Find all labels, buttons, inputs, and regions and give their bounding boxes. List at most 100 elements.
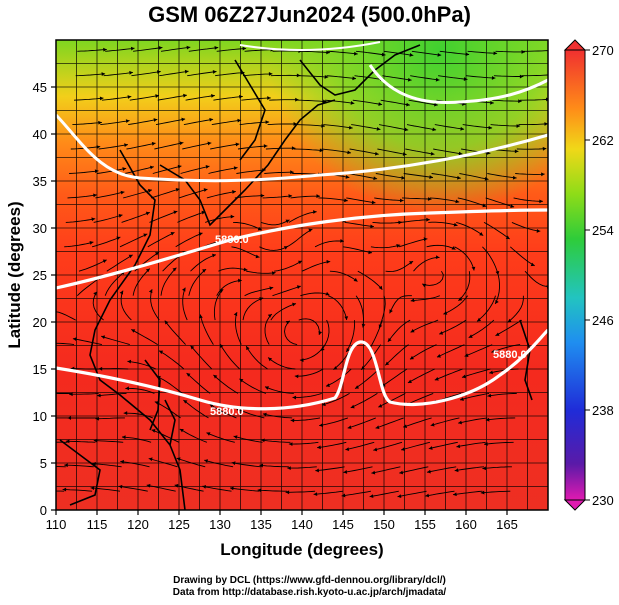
streamline xyxy=(133,47,163,52)
streamline xyxy=(93,440,124,443)
streamline-arrow xyxy=(453,222,458,227)
contour-north xyxy=(56,208,548,290)
streamline xyxy=(244,49,275,52)
streamline-arrow xyxy=(434,377,439,381)
streamline xyxy=(127,360,157,370)
streamline xyxy=(120,290,132,321)
streamline-arrow xyxy=(340,238,344,243)
streamline-arrow xyxy=(487,393,492,398)
streamline xyxy=(375,417,404,429)
streamline-arrow xyxy=(407,77,412,82)
streamline xyxy=(179,428,208,443)
streamline xyxy=(98,144,128,150)
streamline xyxy=(246,270,276,274)
streamline xyxy=(103,71,133,77)
streamline xyxy=(429,197,460,203)
streamline xyxy=(398,238,428,248)
streamline xyxy=(157,94,187,101)
streamline-arrow xyxy=(422,283,427,288)
streamline-arrow xyxy=(263,144,268,148)
y-axis: 0 5 10 15 20 25 30 35 40 45 xyxy=(33,80,56,518)
streamline-arrow xyxy=(536,229,541,233)
streamline-arrow xyxy=(373,176,378,181)
x-tick-label: 165 xyxy=(496,517,518,532)
streamline xyxy=(485,417,516,421)
streamline xyxy=(152,165,182,174)
streamline-arrow xyxy=(38,441,42,445)
streamline xyxy=(328,50,358,55)
streamline xyxy=(507,295,524,323)
streamline-arrow xyxy=(333,366,338,370)
streamline xyxy=(233,435,263,443)
streamline-arrow xyxy=(173,210,178,215)
streamline-arrow xyxy=(159,350,164,355)
streamline-arrow xyxy=(436,354,441,358)
streamline xyxy=(403,173,434,178)
streamline xyxy=(105,47,135,52)
y-tick-label: 20 xyxy=(33,315,47,330)
streamline xyxy=(399,466,429,474)
streamline-arrow xyxy=(352,76,357,81)
streamline xyxy=(239,378,267,394)
streamline-arrow xyxy=(389,309,393,314)
streamline xyxy=(461,368,491,378)
streamline-arrow xyxy=(345,175,350,179)
streamline xyxy=(215,71,245,77)
streamline-arrow xyxy=(172,267,177,272)
streamline-arrow xyxy=(146,483,151,488)
streamline xyxy=(521,74,548,77)
streamline xyxy=(190,254,217,272)
streamline-arrow xyxy=(409,53,414,57)
streamline xyxy=(264,386,294,394)
streamline xyxy=(382,75,412,81)
streamline xyxy=(182,142,212,150)
streamline-arrow xyxy=(484,442,488,446)
streamline-arrow xyxy=(376,127,381,131)
streamline xyxy=(186,372,211,394)
streamline xyxy=(156,375,183,394)
streamline-arrow xyxy=(183,93,187,98)
streamline-arrow xyxy=(267,314,272,318)
streamline xyxy=(177,211,206,223)
streamline-arrow xyxy=(324,75,329,79)
streamline xyxy=(202,485,232,492)
streamline-arrow xyxy=(353,51,358,56)
streamline xyxy=(124,166,154,174)
streamline xyxy=(383,50,414,56)
x-tick-label: 160 xyxy=(455,517,477,532)
streamline-arrow xyxy=(90,486,95,490)
streamline xyxy=(318,197,348,202)
streamline xyxy=(458,417,488,424)
streamline xyxy=(208,167,238,174)
streamline-arrow xyxy=(190,345,195,350)
y-tick-label: 40 xyxy=(33,127,47,142)
streamline-arrow xyxy=(345,447,350,451)
streamline-arrow xyxy=(240,70,245,75)
streamline xyxy=(352,99,383,106)
streamline-arrow xyxy=(347,425,352,430)
contour-label: 5880.0 xyxy=(210,406,244,418)
streamline xyxy=(132,268,151,296)
streamline xyxy=(433,148,463,155)
streamline-arrow xyxy=(479,232,484,236)
streamline xyxy=(69,392,99,395)
streamline-arrow xyxy=(371,200,376,205)
streamline xyxy=(64,241,94,248)
streamline-arrow xyxy=(219,343,224,348)
streamline xyxy=(286,228,313,248)
streamline-arrow xyxy=(544,122,548,126)
streamline xyxy=(262,195,293,199)
streamline-arrow xyxy=(443,311,448,315)
streamline-arrow xyxy=(271,271,276,276)
streamline-arrow xyxy=(350,404,355,409)
streamline xyxy=(231,246,260,258)
streamline xyxy=(259,464,289,468)
x-tick-label: 115 xyxy=(87,517,108,532)
streamline xyxy=(326,75,357,80)
streamline xyxy=(408,99,438,106)
y-tick-label: 10 xyxy=(33,409,47,424)
streamline xyxy=(213,374,239,394)
streamline xyxy=(426,466,457,473)
streamline-arrow xyxy=(516,124,521,128)
streamline xyxy=(234,195,265,199)
